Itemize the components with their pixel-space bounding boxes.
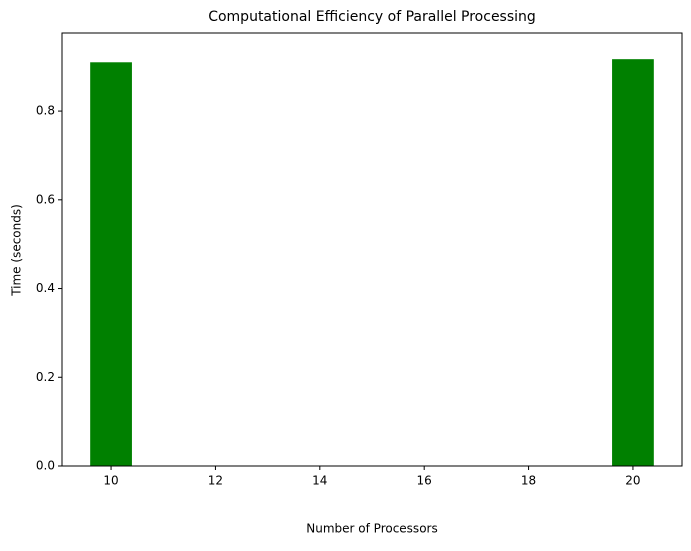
x-tick-label: 16 bbox=[417, 474, 432, 488]
x-tick-label: 18 bbox=[521, 474, 536, 488]
bar bbox=[612, 59, 654, 467]
y-axis-label: Time (seconds) bbox=[10, 204, 24, 297]
plot-frame bbox=[61, 32, 683, 467]
chart-title: Computational Efficiency of Parallel Pro… bbox=[208, 9, 536, 25]
x-tick-label: 14 bbox=[312, 474, 327, 488]
y-tick-label: 0.0 bbox=[36, 459, 55, 473]
x-tick-label: 10 bbox=[103, 474, 118, 488]
x-axis-label: Number of Processors bbox=[306, 522, 437, 536]
y-tick-label: 0.6 bbox=[36, 192, 55, 206]
y-tick-label: 0.4 bbox=[36, 281, 55, 295]
x-tick-label: 12 bbox=[208, 474, 223, 488]
bar bbox=[90, 62, 132, 467]
y-tick-label: 0.8 bbox=[36, 104, 55, 118]
y-tick-label: 0.2 bbox=[36, 370, 55, 384]
x-tick-label: 20 bbox=[625, 474, 640, 488]
